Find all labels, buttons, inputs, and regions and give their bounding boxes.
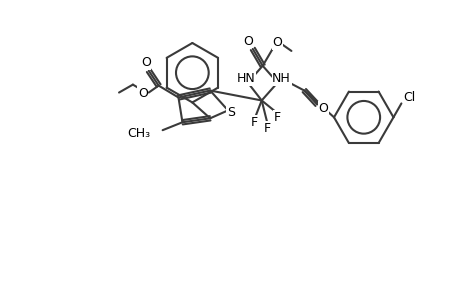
- Text: O: O: [138, 87, 147, 100]
- Text: F: F: [263, 122, 271, 135]
- Text: F: F: [251, 116, 258, 129]
- Text: F: F: [274, 111, 280, 124]
- Text: CH₃: CH₃: [127, 127, 151, 140]
- Text: HN: HN: [236, 72, 255, 85]
- Text: NH: NH: [272, 72, 290, 85]
- Text: S: S: [226, 106, 235, 119]
- Text: Cl: Cl: [403, 91, 415, 104]
- Text: O: O: [318, 102, 327, 115]
- Text: O: O: [242, 34, 252, 47]
- Text: O: O: [140, 56, 151, 69]
- Text: O: O: [272, 37, 282, 50]
